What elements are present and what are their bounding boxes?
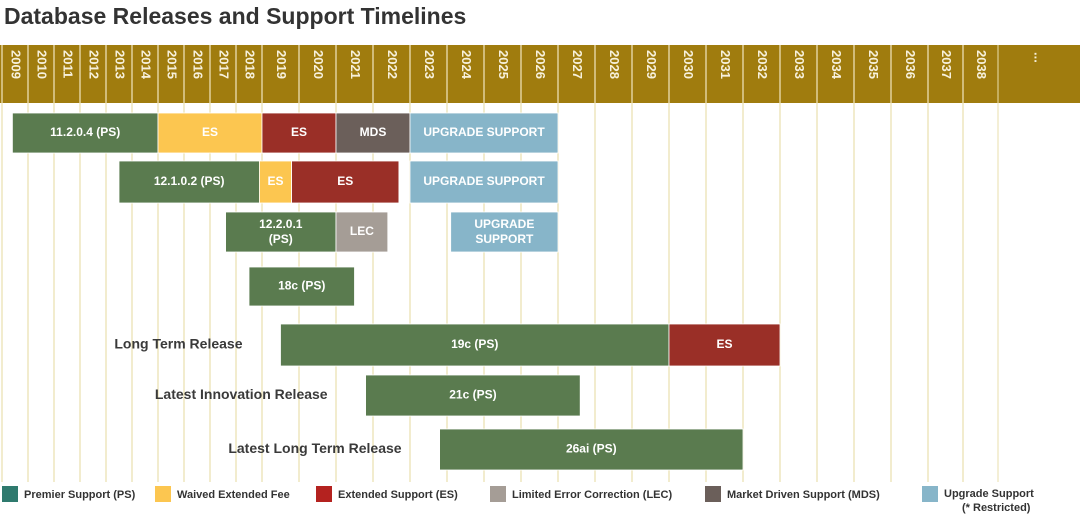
year-label: 2011 <box>61 50 76 78</box>
support-segment <box>248 266 355 307</box>
segment-label: 26ai (PS) <box>566 442 617 456</box>
year-label: 2009 <box>9 50 24 79</box>
segment-label: ES <box>202 125 218 139</box>
year-label: 2034 <box>829 50 844 80</box>
segment-label: 18c (PS) <box>278 279 325 293</box>
segment-label: ES <box>716 337 732 351</box>
year-label: 2010 <box>35 50 50 79</box>
legend-swatch <box>316 486 332 502</box>
segment-label: UPGRADE SUPPORT <box>474 217 534 246</box>
row-label: Latest Long Term Release <box>228 440 401 456</box>
year-label: 2029 <box>644 50 659 79</box>
year-label: 2025 <box>496 50 511 79</box>
legend-swatch <box>922 486 938 502</box>
year-label: 2027 <box>570 50 585 79</box>
legend-swatch <box>490 486 506 502</box>
legend-label: Extended Support (ES) <box>338 489 458 501</box>
legend-note: (* Restricted) <box>962 502 1031 514</box>
year-label: 2023 <box>422 50 437 79</box>
support-segment <box>261 112 337 154</box>
support-segment <box>118 160 260 204</box>
support-segment <box>365 374 581 417</box>
segment-label: 21c (PS) <box>449 388 496 402</box>
support-segment <box>11 112 159 154</box>
segment-label-line: (PS) <box>269 232 293 246</box>
more-years: ... <box>1032 52 1047 63</box>
legend-swatch <box>2 486 18 502</box>
support-segment <box>291 160 400 204</box>
legend-label: Upgrade Support <box>944 488 1034 500</box>
segment-label: LEC <box>350 224 374 238</box>
support-segment <box>409 112 559 154</box>
segment-label-line: UPGRADE <box>474 217 534 231</box>
year-label: 2019 <box>274 50 289 79</box>
year-label: 2031 <box>718 50 733 79</box>
legend-label: Limited Error Correction (LEC) <box>512 489 672 501</box>
year-label: 2015 <box>165 50 180 79</box>
legend-label: Premier Support (PS) <box>24 489 136 501</box>
year-label: 2038 <box>974 50 989 79</box>
title: Database Releases and Support Timelines <box>4 3 466 29</box>
legend-swatch <box>705 486 721 502</box>
support-segment <box>280 323 670 367</box>
segment-label: 19c (PS) <box>451 337 498 351</box>
segment-label: 11.2.0.4 (PS) <box>50 125 120 139</box>
year-label: 2030 <box>681 50 696 79</box>
support-segment <box>668 323 781 367</box>
row-label: Long Term Release <box>114 336 242 352</box>
row-label: Latest Innovation Release <box>155 386 328 402</box>
support-segment <box>439 428 744 471</box>
year-label: 2036 <box>903 50 918 79</box>
year-label: 2016 <box>191 50 206 79</box>
segment-label: UPGRADE SUPPORT <box>423 174 545 188</box>
segment-label: ES <box>291 125 307 139</box>
year-label: 2024 <box>459 50 474 80</box>
year-label: 2035 <box>866 50 881 79</box>
year-label: 2017 <box>217 50 232 79</box>
support-segment <box>450 211 559 253</box>
year-label: 2021 <box>348 50 363 79</box>
segment-label: 12.1.0.2 (PS) <box>154 174 225 188</box>
year-label: 2037 <box>939 50 954 79</box>
segment-label-line: SUPPORT <box>475 232 534 246</box>
legend-label: Waived Extended Fee <box>177 489 290 501</box>
header-band <box>0 45 1080 103</box>
year-label: 2032 <box>755 50 770 79</box>
year-label: 2020 <box>311 50 326 79</box>
legend-swatch <box>155 486 171 502</box>
year-label: 2026 <box>533 50 548 79</box>
legend-label: Market Driven Support (MDS) <box>727 489 880 501</box>
year-label: 2012 <box>87 50 102 79</box>
support-segment <box>335 211 389 253</box>
year-label: 2018 <box>243 50 258 79</box>
year-label: 2033 <box>792 50 807 79</box>
support-segment <box>409 160 559 204</box>
segment-label: ES <box>337 174 353 188</box>
support-segment <box>157 112 263 154</box>
year-label: 2022 <box>385 50 400 79</box>
year-label: 2028 <box>607 50 622 79</box>
year-label: 2013 <box>113 50 128 79</box>
segment-label: ES <box>267 174 283 188</box>
segment-label: MDS <box>360 125 387 139</box>
year-label: 2014 <box>139 50 154 80</box>
segment-label: 12.2.0.1 (PS) <box>259 217 303 246</box>
segment-label: UPGRADE SUPPORT <box>423 125 545 139</box>
segment-label-line: 12.2.0.1 <box>259 217 303 231</box>
support-segment <box>258 160 292 204</box>
